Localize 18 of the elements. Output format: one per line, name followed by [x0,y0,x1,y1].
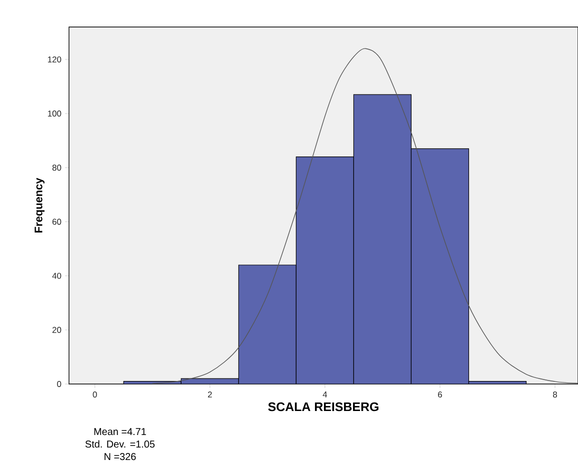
x-tick-label: 0 [92,392,97,398]
x-tick-label: 2 [208,392,212,398]
x-axis-title: SCALA REISBERG [268,402,378,412]
text: Std. Dev. =1.05 [85,440,155,448]
x-tick-label: 8 [553,392,557,398]
y-tick-label: 120 [48,56,62,62]
y-tick-label: 20 [52,326,62,333]
y-tick-label: 100 [48,110,62,117]
line-series [152,48,578,384]
text: N =326 [104,453,136,460]
y-tick-label: 80 [52,164,62,171]
y-tick-label: 60 [52,218,62,225]
y-tick-label: 40 [52,272,62,279]
text: Mean =4.71 [94,428,146,436]
y-tick-label: 0 [57,381,62,387]
y-axis-title: Frequency [34,178,45,232]
x-tick-label: 4 [322,392,328,398]
x-tick-label: 6 [438,392,442,398]
